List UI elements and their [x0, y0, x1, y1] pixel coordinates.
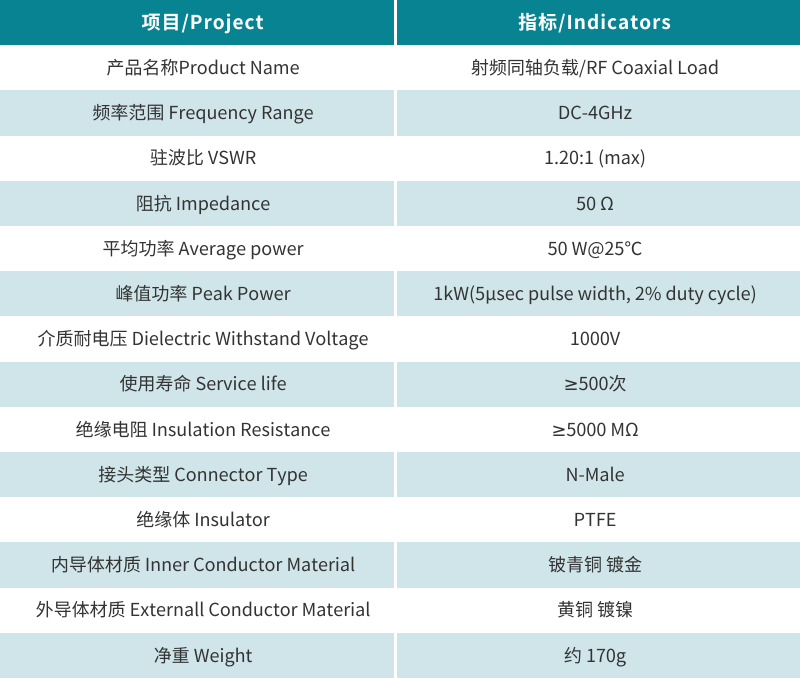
spec-row: 产品名称Product Name 射频同轴负载/RF Coaxial Load [0, 45, 800, 91]
project-header-cell: 项目/Project [0, 0, 394, 45]
indicator-cell: 射频同轴负载/RF Coaxial Load [397, 45, 800, 90]
column-divider [393, 361, 397, 407]
spec-row: 净重 Weight 约 170g [0, 632, 800, 678]
project-cell: 频率范围 Frequency Range [0, 90, 394, 135]
column-divider [393, 316, 397, 362]
indicator-text: 铍青铜 镀金 [547, 551, 643, 578]
spec-row: 频率范围 Frequency Range DC-4GHz [0, 90, 800, 136]
indicator-text: 1.20:1 (max) [544, 144, 646, 171]
column-divider [393, 632, 397, 678]
project-cell: 内导体材质 Inner Conductor Material [0, 542, 394, 587]
spec-row: 内导体材质 Inner Conductor Material 铍青铜 镀金 [0, 542, 800, 588]
indicator-cell: 1kW(5μsec pulse width, 2% duty cycle) [397, 271, 800, 316]
column-divider [393, 452, 397, 498]
indicator-cell: 1000V [397, 316, 800, 361]
project-text: 绝缘体 Insulator [136, 506, 270, 533]
indicator-text: DC-4GHz [557, 99, 633, 126]
spec-row: 绝缘电阻 Insulation Resistance ≥5000 MΩ [0, 406, 800, 453]
project-header-text: 项目/Project [141, 8, 265, 36]
project-text: 频率范围 Frequency Range [92, 99, 314, 126]
column-divider [393, 587, 397, 633]
indicators-header-text: 指标/Indicators [518, 8, 672, 36]
column-divider [393, 542, 397, 588]
indicator-cell: PTFE [397, 497, 800, 542]
project-cell: 绝缘电阻 Insulation Resistance [0, 407, 394, 452]
indicator-cell: DC-4GHz [397, 90, 800, 135]
project-cell: 平均功率 Average power [0, 226, 394, 271]
project-cell: 净重 Weight [0, 633, 394, 678]
indicator-cell: ≥5000 MΩ [397, 407, 800, 452]
indicator-text: ≥500次 [563, 370, 627, 397]
indicator-cell: ≥500次 [397, 362, 800, 407]
project-cell: 产品名称Product Name [0, 45, 394, 90]
column-divider [393, 406, 397, 453]
indicator-text: 50 W@25℃ [547, 234, 643, 261]
project-text: 接头类型 Connector Type [98, 460, 308, 487]
project-cell: 外导体材质 Externall Conductor Material [0, 588, 394, 633]
column-divider [393, 226, 397, 272]
column-divider [393, 497, 397, 543]
indicator-text: 1000V [569, 325, 621, 352]
indicator-cell: 1.20:1 (max) [397, 136, 800, 181]
indicator-cell: 铍青铜 镀金 [397, 542, 800, 587]
project-cell: 接头类型 Connector Type [0, 452, 394, 497]
column-divider [393, 0, 397, 46]
project-cell: 介质耐电压 Dielectric Withstand Voltage [0, 316, 394, 361]
project-text: 外导体材质 Externall Conductor Material [35, 596, 371, 623]
indicator-cell: 50 Ω [397, 181, 800, 226]
project-text: 净重 Weight [153, 641, 253, 668]
indicator-text: ≥5000 MΩ [551, 415, 639, 442]
column-divider [393, 180, 397, 227]
spec-row: 介质耐电压 Dielectric Withstand Voltage 1000V [0, 316, 800, 362]
spec-row: 峰值功率 Peak Power 1kW(5μsec pulse width, 2… [0, 271, 800, 317]
project-text: 内导体材质 Inner Conductor Material [50, 551, 356, 578]
indicator-text: 1kW(5μsec pulse width, 2% duty cycle) [433, 280, 757, 307]
column-divider [393, 271, 397, 317]
spec-row: 使用寿命 Service life ≥500次 [0, 361, 800, 407]
column-divider [393, 45, 397, 91]
indicator-text: 黄铜 镀镍 [556, 596, 634, 623]
spec-row: 阻抗 Impedance 50 Ω [0, 180, 800, 227]
project-text: 使用寿命 Service life [119, 370, 287, 397]
table-header-row: 项目/Project 指标/Indicators [0, 0, 800, 46]
indicators-header-cell: 指标/Indicators [397, 0, 800, 45]
indicator-text: 50 Ω [576, 189, 614, 216]
project-text: 峰值功率 Peak Power [115, 280, 291, 307]
project-text: 产品名称Product Name [106, 54, 300, 80]
project-cell: 使用寿命 Service life [0, 362, 394, 407]
indicator-text: N-Male [565, 460, 625, 487]
spec-row: 驻波比 VSWR 1.20:1 (max) [0, 135, 800, 181]
project-cell: 绝缘体 Insulator [0, 497, 394, 542]
project-text: 驻波比 VSWR [149, 144, 257, 171]
spec-row: 绝缘体 Insulator PTFE [0, 497, 800, 543]
project-text: 绝缘电阻 Insulation Resistance [75, 415, 331, 442]
indicator-cell: 约 170g [397, 633, 800, 678]
indicator-cell: 50 W@25℃ [397, 226, 800, 271]
indicator-text: 射频同轴负载/RF Coaxial Load [470, 54, 720, 80]
column-divider [393, 135, 397, 181]
indicator-text: PTFE [573, 506, 617, 533]
project-text: 平均功率 Average power [102, 234, 304, 261]
spec-row: 平均功率 Average power 50 W@25℃ [0, 226, 800, 272]
project-text: 阻抗 Impedance [135, 189, 271, 216]
indicator-text: 约 170g [563, 641, 627, 668]
spec-row: 外导体材质 Externall Conductor Material 黄铜 镀镍 [0, 587, 800, 633]
spec-row: 接头类型 Connector Type N-Male [0, 452, 800, 498]
project-text: 介质耐电压 Dielectric Withstand Voltage [37, 325, 369, 352]
project-cell: 阻抗 Impedance [0, 181, 394, 226]
column-divider [393, 90, 397, 136]
project-cell: 驻波比 VSWR [0, 136, 394, 181]
project-cell: 峰值功率 Peak Power [0, 271, 394, 316]
indicator-cell: 黄铜 镀镍 [397, 588, 800, 633]
indicator-cell: N-Male [397, 452, 800, 497]
